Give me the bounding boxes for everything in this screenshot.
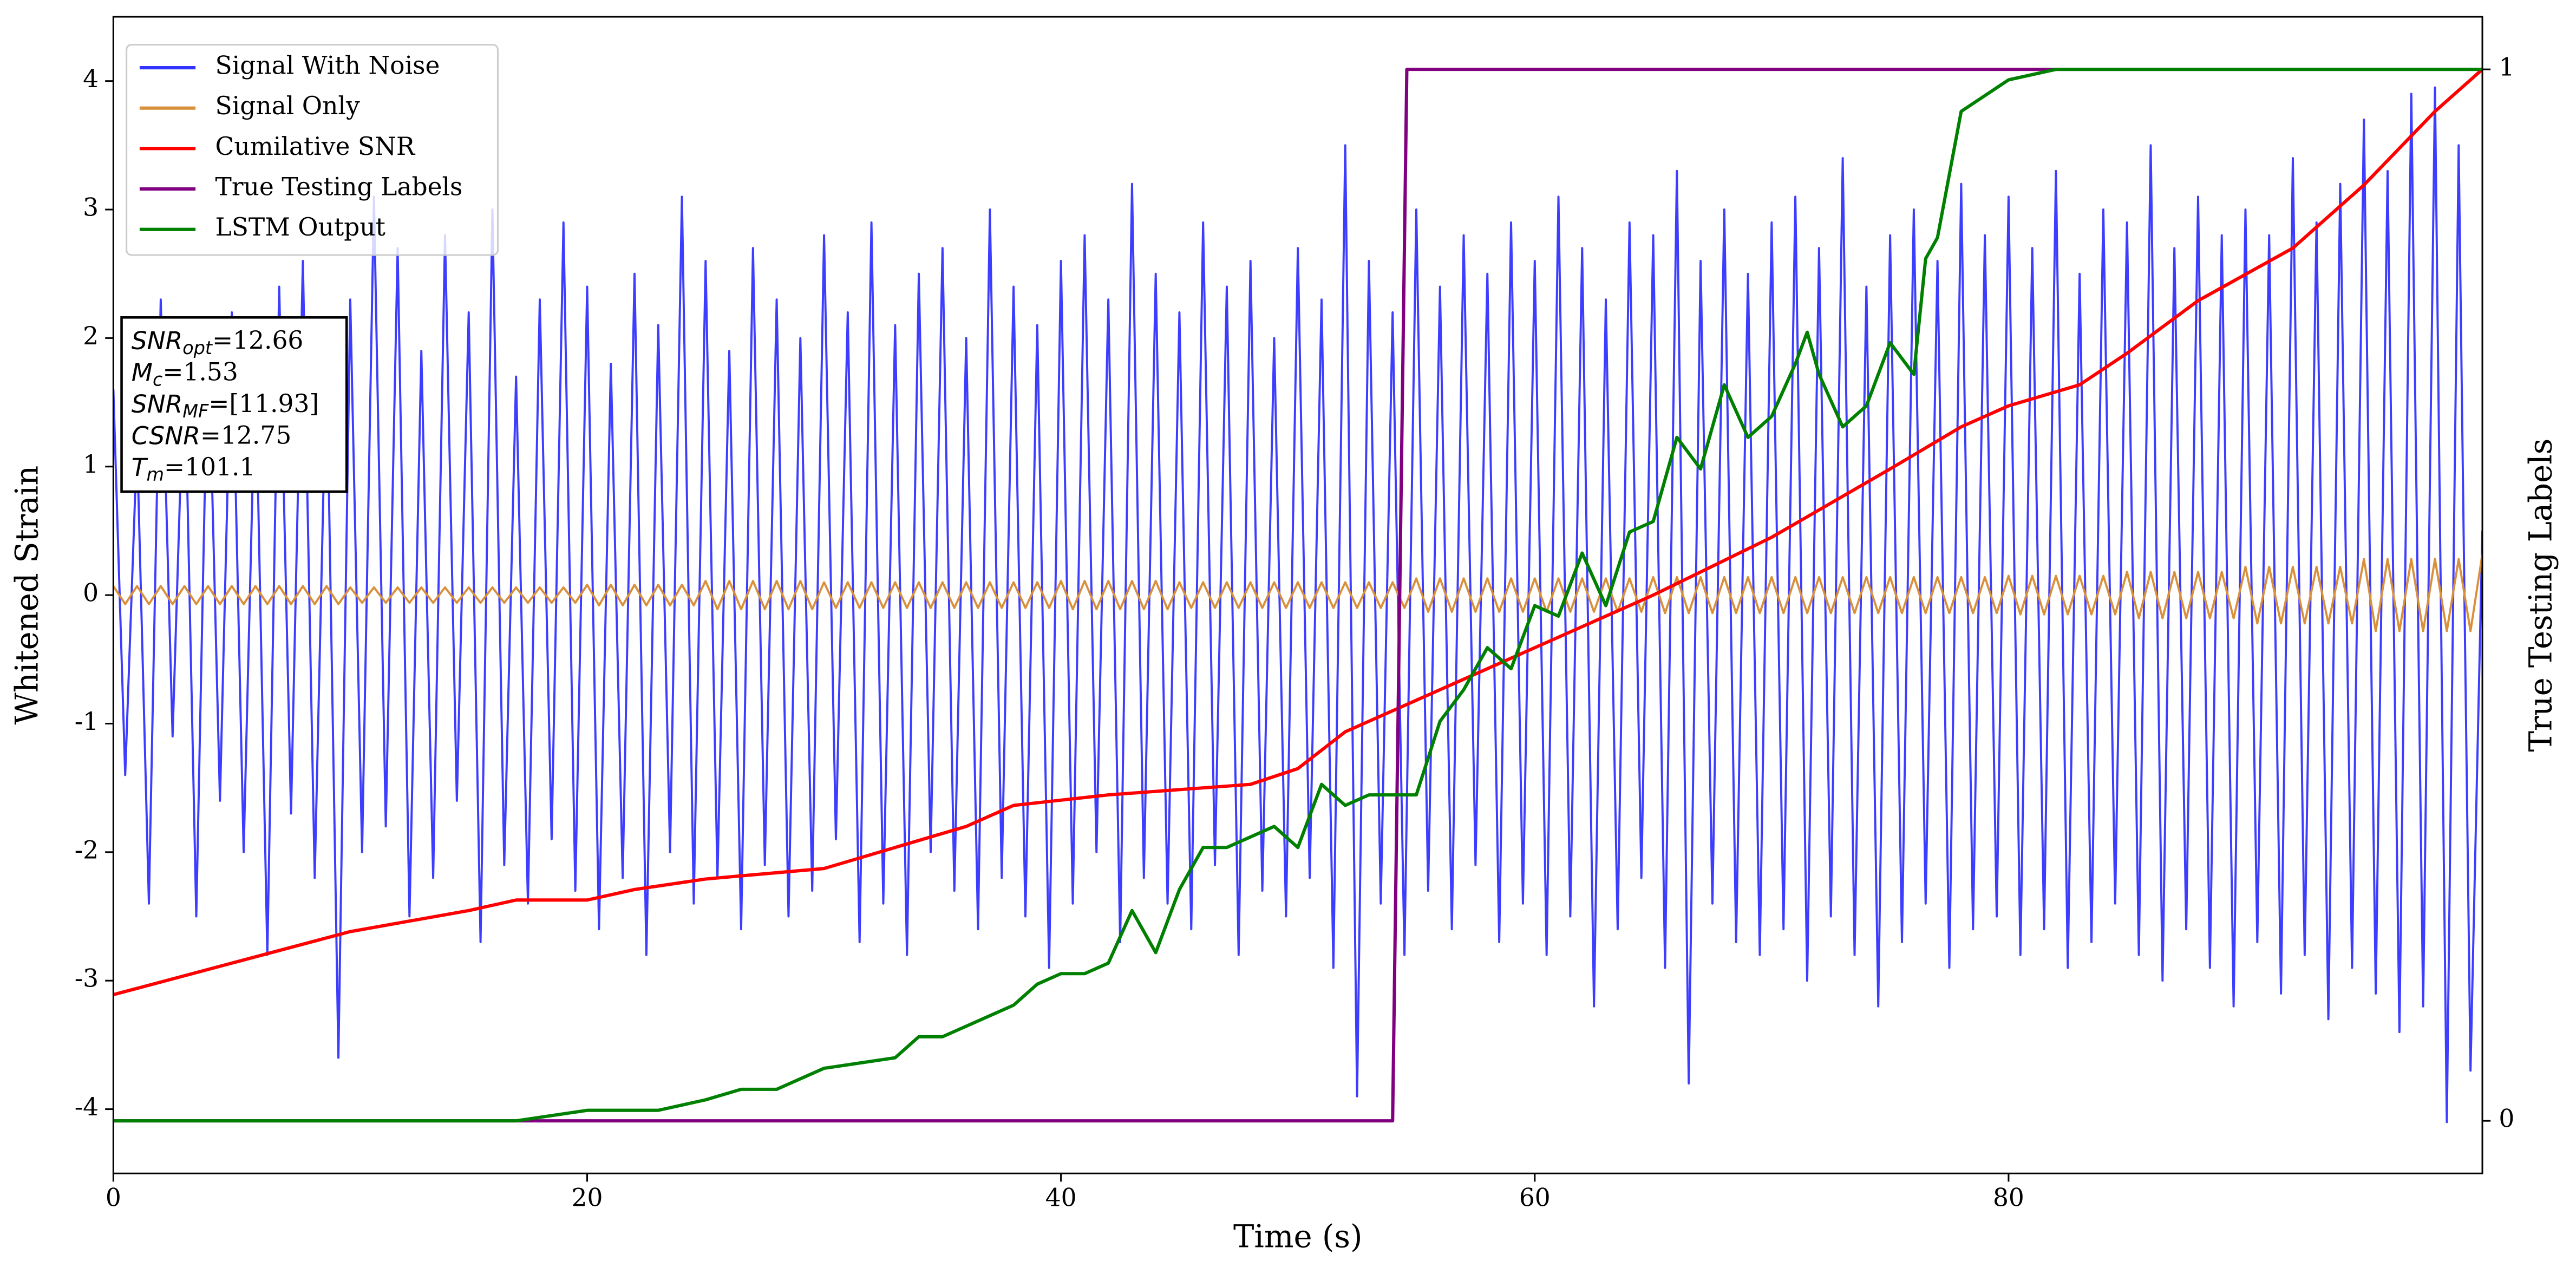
plot-frame [112, 16, 2483, 1174]
annotation-rest: =101.1 [164, 453, 255, 481]
x-tick-label: 60 [1519, 1183, 1551, 1212]
y2-tick-label: 1 [2499, 53, 2514, 82]
annotation-main: T [132, 453, 148, 482]
legend-label: Cumilative SNR [215, 132, 416, 161]
annotation-main: SNR [132, 389, 183, 418]
y-tick-label: -3 [75, 964, 99, 993]
y-tick-label: 0 [83, 579, 99, 607]
series-line [113, 553, 2483, 632]
annotation-main: CSNR [132, 421, 200, 450]
legend-label: Signal Only [215, 92, 360, 120]
y-tick-label: 2 [83, 322, 99, 350]
annotation-rest: =12.66 [212, 325, 303, 354]
annotation-rest: =12.75 [200, 421, 291, 449]
legend-label: LSTM Output [215, 213, 385, 241]
annotation-text: Mc=1.53 [132, 357, 238, 390]
x-tick-label: 20 [572, 1183, 603, 1212]
annotation-sub: m [147, 464, 165, 485]
x-tick-label: 40 [1045, 1183, 1077, 1212]
y-tick-label: 4 [83, 64, 99, 93]
annotation-text: CSNR=12.75 [132, 421, 292, 450]
annotation-main: M [132, 358, 153, 387]
y-tick-label: 1 [83, 450, 99, 479]
x-axis-label: Time (s) [1233, 1218, 1363, 1255]
y-tick-label: -1 [75, 707, 99, 736]
series-line [113, 68, 2483, 1123]
series-line [113, 68, 2483, 1123]
y-tick-label: -2 [75, 835, 99, 864]
y-tick-label: -4 [75, 1093, 99, 1121]
annotation-rest: =1.53 [162, 357, 238, 386]
x-tick-label: 80 [1993, 1183, 2024, 1212]
annotation-text: SNRopt=12.66 [132, 325, 304, 358]
annotation-text: Tm=101.1 [132, 453, 256, 485]
annotation-sub: MF [182, 401, 209, 422]
annotation-sub: opt [182, 337, 213, 358]
annotation-rest: =[11.93] [208, 389, 319, 417]
annotation-box [120, 316, 348, 493]
annotation-text: SNRMF=[11.93] [132, 389, 319, 421]
y2-tick-label: 0 [2499, 1105, 2514, 1133]
legend-label: True Testing Labels [215, 173, 463, 201]
y-tick-label: 3 [83, 193, 99, 222]
legend-box [126, 44, 499, 256]
annotation-main: SNR [132, 326, 183, 355]
y2-axis-label: True Testing Labels [2522, 439, 2559, 752]
series-line [113, 86, 2483, 1123]
legend-label: Signal With Noise [215, 51, 440, 80]
x-tick-label: 0 [106, 1183, 121, 1212]
annotation-sub: c [153, 369, 162, 390]
series-line [113, 68, 2483, 997]
y-axis-label: Whitened Strain [9, 466, 45, 725]
